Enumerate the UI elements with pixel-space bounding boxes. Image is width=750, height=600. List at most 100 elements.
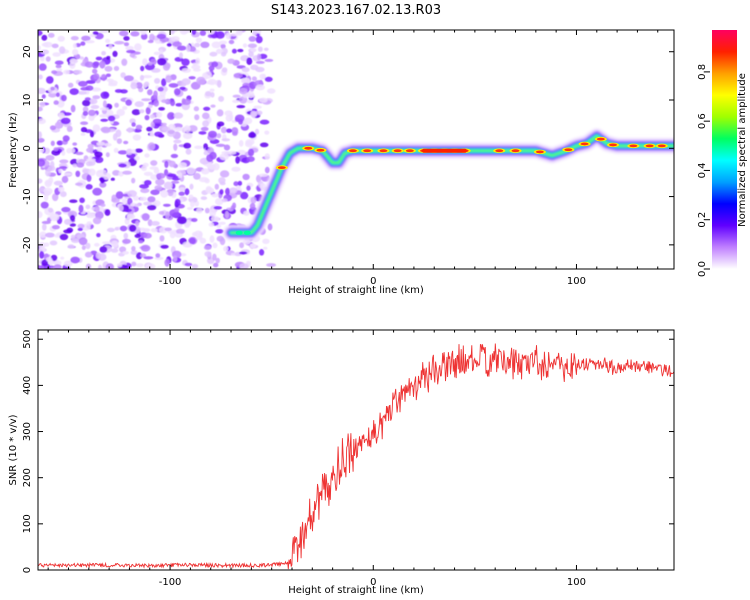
noise-blob <box>54 60 64 65</box>
noise-blob <box>63 69 70 75</box>
noise-blob <box>181 68 191 73</box>
noise-blob <box>240 191 249 200</box>
noise-blob <box>122 170 132 175</box>
spectrogram-x-tick-label-2: 100 <box>567 276 586 287</box>
noise-blob <box>114 102 119 108</box>
noise-blob <box>96 233 101 238</box>
noise-blob <box>99 60 106 69</box>
noise-blob <box>250 196 257 204</box>
noise-blob <box>200 41 210 48</box>
noise-blob <box>259 119 270 125</box>
noise-blob <box>48 207 54 213</box>
noise-blob <box>174 127 184 132</box>
noise-blob <box>221 138 231 142</box>
noise-blob <box>213 206 222 210</box>
noise-blob <box>70 36 79 41</box>
noise-blob <box>53 147 59 152</box>
noise-blob <box>256 110 263 116</box>
ridge-hotspot-core <box>363 149 372 153</box>
noise-blob <box>164 227 172 232</box>
noise-blob <box>117 150 128 155</box>
noise-blob <box>138 240 144 244</box>
noise-blob <box>80 41 86 46</box>
noise-blob <box>235 156 240 164</box>
ridge-hotspot-core <box>564 148 573 152</box>
noise-blob <box>160 189 169 198</box>
snr-x-tick-label-2: 100 <box>567 577 586 588</box>
noise-blob <box>58 46 66 54</box>
noise-blob <box>182 132 193 140</box>
noise-blob <box>134 148 143 153</box>
noise-blob <box>154 78 161 84</box>
noise-blob <box>185 44 191 52</box>
noise-blob <box>66 147 73 154</box>
noise-blob <box>181 58 190 66</box>
noise-blob <box>105 152 110 158</box>
noise-blob <box>212 163 220 171</box>
noise-blob <box>144 63 155 71</box>
noise-blob <box>181 98 186 105</box>
snr-y-tick-label-3: 300 <box>22 422 33 441</box>
noise-blob <box>169 231 176 239</box>
ridge-hotspot-core <box>405 149 414 153</box>
snr-x-axis-label: Height of straight line (km) <box>288 585 424 596</box>
noise-blob <box>264 76 273 82</box>
noise-blob <box>216 224 222 228</box>
noise-blob <box>68 82 74 88</box>
noise-blob <box>92 217 102 225</box>
noise-blob <box>194 145 203 150</box>
noise-blob <box>119 30 129 37</box>
noise-blob <box>38 30 43 36</box>
noise-blob <box>185 148 192 155</box>
noise-blob <box>241 67 250 73</box>
noise-blob <box>143 180 152 186</box>
noise-blob <box>131 122 136 127</box>
noise-blob <box>86 174 92 182</box>
noise-blob <box>262 238 270 244</box>
noise-blob <box>255 84 265 91</box>
noise-blob <box>191 64 201 70</box>
noise-blob <box>220 51 227 57</box>
noise-blob <box>228 39 235 45</box>
noise-blob <box>129 53 136 58</box>
ridge-hotspot-core <box>316 148 325 152</box>
noise-blob <box>131 177 136 184</box>
noise-blob <box>156 33 167 40</box>
colorbar-label: Normalized spectral amplitude <box>737 73 748 227</box>
ridge-low-spot <box>235 230 243 235</box>
noise-blob <box>97 253 107 261</box>
noise-blob <box>86 158 96 162</box>
noise-blob <box>92 187 103 196</box>
noise-blob <box>140 65 145 72</box>
noise-blob <box>168 160 176 168</box>
spectrogram-y-tick-label-4: 20 <box>22 45 33 58</box>
ridge-hotspot-core <box>629 144 638 148</box>
ridge-hotspot-core <box>348 149 357 153</box>
noise-blob <box>63 172 72 176</box>
ridge-hotspot-core <box>379 149 388 153</box>
noise-blob <box>76 162 85 168</box>
noise-blob <box>168 83 179 88</box>
noise-blob <box>211 41 222 49</box>
noise-blob <box>53 264 62 269</box>
noise-blob <box>49 125 57 131</box>
noise-blob <box>134 156 140 161</box>
noise-blob <box>115 191 124 200</box>
noise-blob <box>155 253 161 258</box>
noise-blob <box>200 126 209 132</box>
noise-blob <box>70 104 76 113</box>
noise-blob <box>238 140 244 147</box>
noise-blob <box>161 99 169 104</box>
ridge-hotspot-core <box>277 166 286 170</box>
noise-blob <box>52 193 59 202</box>
noise-blob <box>119 225 128 232</box>
noise-blob <box>139 109 145 114</box>
noise-blob <box>48 32 55 38</box>
noise-blob <box>178 191 185 196</box>
noise-blob <box>134 43 142 51</box>
noise-blob <box>82 106 89 113</box>
noise-blob <box>258 97 268 103</box>
noise-blob <box>99 107 109 111</box>
spectrogram-heatmap <box>38 30 674 269</box>
